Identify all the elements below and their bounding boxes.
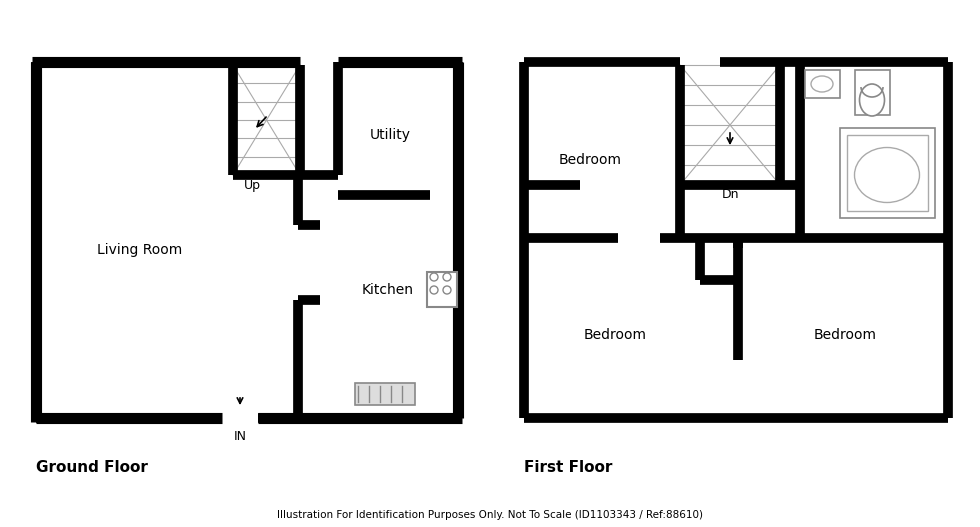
Text: Living Room: Living Room bbox=[97, 243, 182, 257]
Bar bbox=[855, 70, 890, 115]
Text: Bedroom: Bedroom bbox=[813, 328, 876, 342]
Ellipse shape bbox=[811, 76, 833, 92]
Bar bbox=[847, 135, 928, 211]
Text: Utility: Utility bbox=[369, 128, 411, 142]
Text: First Floor: First Floor bbox=[524, 460, 612, 475]
Text: Dn: Dn bbox=[721, 189, 739, 201]
Text: Up: Up bbox=[243, 179, 261, 191]
Bar bbox=[355, 383, 415, 405]
Text: IN: IN bbox=[233, 431, 247, 444]
Ellipse shape bbox=[855, 148, 919, 202]
Text: Illustration For Identification Purposes Only. Not To Scale (ID1103343 / Ref:886: Illustration For Identification Purposes… bbox=[277, 510, 703, 520]
Text: Ground Floor: Ground Floor bbox=[36, 460, 148, 475]
Text: Bedroom: Bedroom bbox=[583, 328, 647, 342]
Text: Bedroom: Bedroom bbox=[559, 153, 621, 167]
Bar bbox=[840, 128, 935, 218]
Bar bbox=[427, 272, 457, 307]
Text: Kitchen: Kitchen bbox=[362, 283, 414, 297]
Bar bbox=[805, 70, 840, 98]
Ellipse shape bbox=[859, 84, 885, 116]
